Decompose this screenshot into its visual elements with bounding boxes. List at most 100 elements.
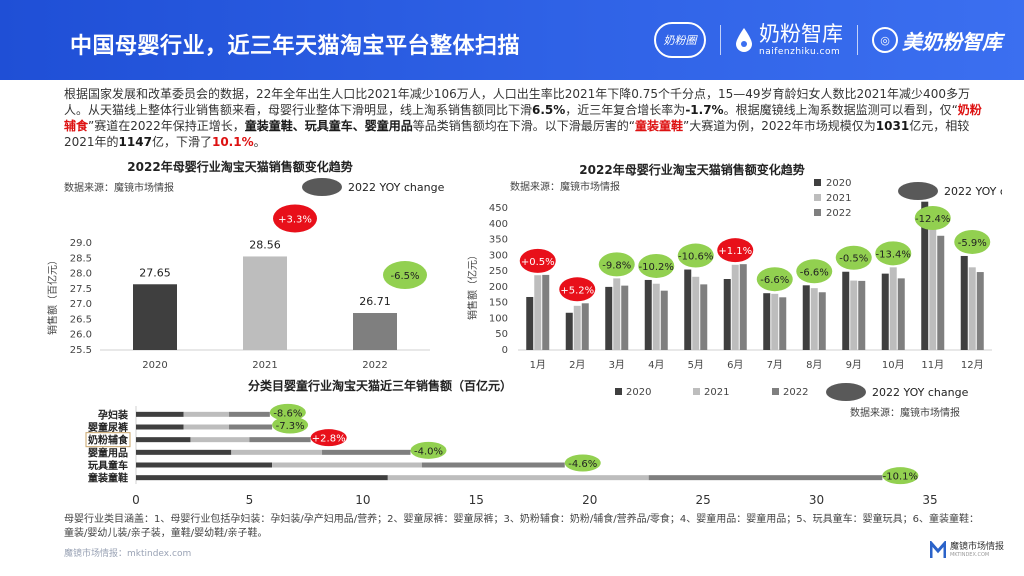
yoy-bubble: [756, 267, 793, 292]
bar: [897, 278, 905, 350]
bar: [700, 284, 708, 350]
bar: [605, 286, 613, 350]
yoy-legend-label: 2022 YOY change: [872, 386, 969, 399]
yoy-legend-label: 2022 YOY change: [944, 185, 1002, 198]
legend-label: 2021: [704, 387, 729, 398]
legend-label: 2020: [626, 387, 651, 398]
yoy-label: -13.4%: [876, 249, 911, 260]
yoy-label: -10.1%: [883, 472, 918, 483]
bar-segment: [136, 462, 273, 468]
yoy-bubble: [273, 204, 317, 233]
bar: [731, 264, 739, 350]
yoy-label: -7.3%: [276, 421, 305, 432]
yoy-legend-marker: [898, 182, 938, 200]
y-tick-label: 25.5: [70, 345, 92, 356]
logo-text: 奶粉智库: [759, 21, 843, 46]
bar: [542, 274, 550, 350]
yoy-legend-label: 2022 YOY change: [348, 181, 445, 194]
yoy-label: -6.6%: [760, 275, 789, 286]
bar: [621, 285, 629, 350]
footer-logo-text: 魔镜市场情报: [949, 541, 1004, 552]
yoy-bubble: [954, 229, 991, 254]
globe-icon: ◎: [872, 27, 898, 53]
y-tick-label: 50: [495, 329, 508, 340]
y-tick-label: 26.5: [70, 314, 92, 325]
bar: [684, 269, 692, 350]
legend-label: 2020: [826, 178, 851, 189]
bar: [660, 290, 668, 350]
x-tick-label: 3月: [609, 359, 625, 371]
x-tick-label: 1月: [530, 359, 546, 371]
logo-divider: [857, 25, 858, 55]
yoy-label: -6.5%: [390, 271, 419, 282]
x-tick-label: 2020: [142, 360, 167, 371]
legend-swatch: [814, 209, 821, 216]
yoy-label: -9.8%: [602, 260, 631, 271]
yoy-label: -5.9%: [958, 238, 987, 249]
bar: [573, 305, 581, 350]
category-label: 童装童鞋: [88, 472, 128, 485]
yoy-bubble: [383, 261, 427, 290]
naifenquan-logo: 奶粉圈: [654, 22, 706, 58]
milk-drop-icon: [736, 28, 752, 52]
yoy-label: +3.3%: [278, 214, 312, 225]
x-tick-label: 7月: [767, 359, 783, 371]
yoy-bubble: [835, 245, 872, 270]
yoy-bubble: [717, 238, 754, 263]
bar: [937, 235, 945, 350]
yoy-label: -10.6%: [678, 252, 713, 263]
yoy-bubble: [410, 441, 447, 459]
y-tick-label: 350: [489, 235, 508, 246]
legend-label: 2021: [826, 193, 851, 204]
category-label: 玩具童车: [88, 459, 128, 472]
bar: [929, 219, 937, 350]
page-title: 中国母婴行业，近三年天猫淘宝平台整体扫描: [70, 34, 521, 59]
x-tick-label: 0: [132, 493, 140, 507]
logo-text: 美奶粉智库: [902, 29, 1002, 54]
x-tick-label: 12月: [961, 359, 984, 371]
y-tick-label: 300: [489, 250, 508, 261]
x-tick-label: 35: [922, 493, 937, 507]
x-tick-label: 11月: [921, 359, 944, 371]
data-label: 27.65: [139, 266, 171, 279]
yoy-label: -10.2%: [639, 262, 674, 273]
y-tick-label: 100: [489, 313, 508, 324]
bar-segment: [136, 437, 191, 443]
bar: [723, 279, 731, 350]
bar: [763, 293, 771, 350]
yoy-label: -12.4%: [915, 214, 950, 225]
bar-segment: [136, 411, 184, 417]
bar-segment: [229, 411, 270, 417]
logo-divider: [720, 25, 721, 55]
bar: [921, 201, 929, 350]
bar: [810, 288, 818, 350]
category-label: 婴童尿裤: [88, 421, 128, 434]
y-tick-label: 250: [489, 266, 508, 277]
bar-segment: [136, 424, 184, 430]
intro-paragraph: 根据国家发展和改革委员会的数据，22年全年出生人口比2021年减少106万人，人…: [64, 87, 982, 149]
y-tick-label: 400: [489, 219, 508, 230]
yoy-label: -4.0%: [414, 446, 443, 457]
header-banner: 中国母婴行业，近三年天猫淘宝平台整体扫描 奶粉圈 奶粉智库 naifenzhik…: [0, 0, 1024, 80]
legend-label: 2022: [826, 208, 851, 219]
bar-segment: [190, 437, 250, 443]
bar: [771, 293, 779, 350]
legend-label: 2022: [783, 387, 808, 398]
bar: [779, 297, 787, 350]
y-tick-label: 29.0: [70, 238, 92, 249]
chart-title: 2022年母婴行业淘宝天猫销售额变化趋势: [579, 162, 804, 177]
yoy-label: -8.6%: [273, 408, 302, 419]
yoy-bubble: [269, 403, 306, 421]
bar: [565, 312, 573, 350]
y-tick-label: 27.0: [70, 299, 92, 310]
bar: [534, 275, 542, 350]
chart-title: 分类目婴童行业淘宝天猫近三年销售额（百亿元）: [248, 378, 512, 393]
chart-source: 数据来源：魔镜市场情报: [510, 180, 620, 193]
logo-group: 奶粉圈 奶粉智库 naifenzhiku.com ◎ 美奶粉智库: [654, 16, 1002, 64]
bar: [889, 267, 897, 350]
y-tick-label: 27.5: [70, 284, 92, 295]
bar-segment: [183, 424, 230, 430]
legend-swatch: [693, 388, 700, 395]
x-tick-label: 5月: [688, 359, 704, 371]
legend-swatch: [772, 388, 779, 395]
